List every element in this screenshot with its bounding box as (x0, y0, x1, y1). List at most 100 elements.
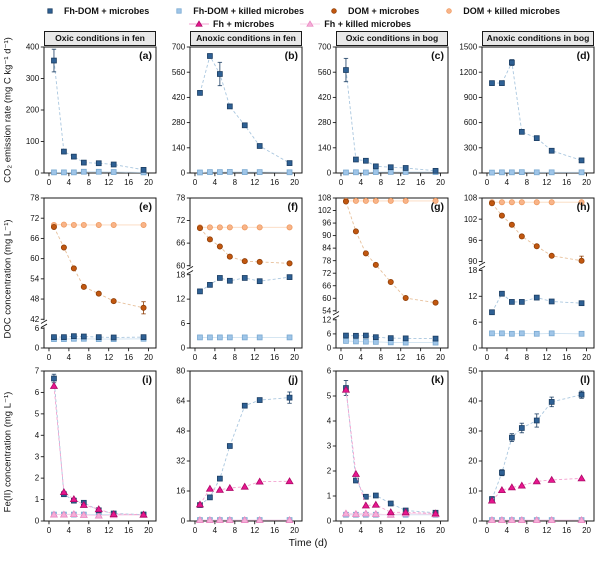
panel-j: 0 16 32 48 64 80 0 4 8 12 16 20 (j) (162, 367, 308, 536)
svg-text:20: 20 (144, 178, 153, 187)
svg-text:16: 16 (562, 526, 571, 535)
svg-text:16: 16 (562, 178, 571, 187)
svg-text:560: 560 (318, 68, 332, 77)
plot-frame (481, 46, 595, 174)
svg-text:0: 0 (193, 526, 198, 535)
svg-text:0: 0 (339, 178, 344, 187)
series-fh_microbes (341, 385, 440, 517)
svg-text:50: 50 (468, 367, 477, 376)
series-fhdom_microbes (197, 274, 293, 295)
x-axis: 0 4 8 12 16 20 (47, 348, 154, 362)
svg-text:1: 1 (35, 495, 40, 504)
panel-letter: (d) (577, 50, 590, 62)
panel-k: 0 1 2 3 4 5 6 0 4 8 12 16 20 (k) (308, 367, 454, 536)
svg-text:16: 16 (416, 526, 425, 535)
y-axis-title-co2: CO₂ emission rate (mg C kg⁻¹ d⁻¹) (2, 36, 14, 183)
x-axis: 0 4 8 12 16 20 (339, 348, 446, 362)
svg-text:200: 200 (26, 106, 40, 115)
svg-text:0: 0 (47, 353, 52, 362)
panel-h-chart: 0 6 12 18 90 96 102 108 0 4 8 12 16 20 (h) (454, 194, 600, 363)
plot-frame (335, 46, 449, 174)
x-axis: 0 4 8 12 16 20 (485, 348, 592, 362)
panel-letter: (j) (288, 374, 298, 386)
axis-break (480, 262, 484, 270)
svg-text:48: 48 (176, 427, 185, 436)
svg-text:6: 6 (327, 330, 332, 339)
svg-text:60: 60 (322, 294, 331, 303)
svg-text:66: 66 (322, 281, 331, 290)
svg-text:60: 60 (30, 254, 39, 263)
svg-text:20: 20 (290, 353, 299, 362)
svg-text:2: 2 (327, 467, 332, 476)
axis-break (42, 320, 46, 328)
svg-text:0: 0 (327, 344, 332, 353)
legend-label: DOM + microbes (347, 5, 420, 16)
series-dom_microbes (50, 223, 147, 315)
light-orange-circle-icon (439, 6, 459, 16)
svg-text:60: 60 (176, 261, 185, 270)
y-axis: 0 10 20 30 40 50 (468, 367, 482, 526)
panel-h: 0 6 12 18 90 96 102 108 0 4 8 12 16 20 (h) (454, 194, 600, 363)
legend-item-dom-killed-microbes: DOM + killed microbes (439, 6, 560, 16)
panel-f: 0 6 12 18 60 66 72 78 0 4 8 12 16 20 (f) (162, 194, 308, 363)
svg-text:4: 4 (67, 526, 72, 535)
svg-text:78: 78 (30, 194, 39, 203)
panel-a: Oxic conditions in fen 0 100 200 300 400 0 4 8 1… (16, 31, 162, 188)
panel-row-1: Oxic conditions in fen 0 100 200 300 400 0 4 8 1… (16, 31, 600, 188)
svg-text:0: 0 (485, 353, 490, 362)
svg-text:72: 72 (176, 216, 185, 225)
svg-text:16: 16 (124, 526, 133, 535)
svg-text:280: 280 (318, 118, 332, 127)
pink-triangle-icon (300, 19, 321, 29)
y-axis: 0 1 2 3 4 5 6 7 (35, 367, 44, 526)
svg-text:0: 0 (327, 169, 332, 178)
svg-text:0: 0 (485, 526, 490, 535)
svg-text:8: 8 (87, 178, 92, 187)
svg-text:8: 8 (525, 353, 530, 362)
y-axis: 0 140 280 420 560 700 (318, 43, 336, 178)
svg-text:5: 5 (35, 409, 40, 418)
svg-text:16: 16 (270, 526, 279, 535)
svg-text:0: 0 (47, 526, 52, 535)
y-axis: 0 1 2 3 4 5 6 (327, 367, 336, 526)
panel-letter: (l) (580, 374, 590, 386)
svg-text:6: 6 (35, 324, 40, 333)
panel-l: 0 10 20 30 40 50 0 4 8 12 16 20 (l) (454, 367, 600, 536)
svg-text:1200: 1200 (459, 68, 477, 77)
svg-text:54: 54 (30, 274, 39, 283)
svg-text:300: 300 (26, 74, 40, 83)
svg-text:48: 48 (30, 295, 39, 304)
svg-text:4: 4 (67, 353, 72, 362)
svg-text:6: 6 (473, 318, 478, 327)
figure-legend: Fh-DOM + microbes Fh-DOM + killed microb… (0, 2, 600, 31)
svg-text:12: 12 (468, 292, 477, 301)
svg-text:8: 8 (525, 178, 530, 187)
y-axis: 0 16 32 48 64 80 (176, 367, 190, 526)
svg-text:20: 20 (290, 526, 299, 535)
series-dom_microbes (196, 225, 293, 267)
svg-text:84: 84 (322, 244, 331, 253)
svg-text:102: 102 (464, 215, 478, 224)
x-axis: 0 4 8 12 16 20 (485, 173, 592, 187)
x-axis: 0 4 8 12 16 20 (47, 521, 154, 535)
svg-text:12: 12 (250, 526, 259, 535)
svg-text:12: 12 (250, 178, 259, 187)
legend-item-fhdom-microbes: Fh-DOM + microbes (40, 6, 149, 16)
axis-break (334, 311, 338, 319)
svg-text:280: 280 (172, 118, 186, 127)
plot-frame (189, 197, 303, 349)
svg-text:12: 12 (322, 315, 331, 324)
plot-frame (189, 46, 303, 174)
svg-text:16: 16 (416, 178, 425, 187)
panel-k-chart: 0 1 2 3 4 5 6 0 4 8 12 16 20 (k) (308, 367, 454, 536)
svg-text:90: 90 (468, 257, 477, 266)
svg-text:300: 300 (464, 143, 478, 152)
axis-break (188, 266, 192, 274)
panel-row-3: 0 1 2 3 4 5 6 7 0 4 8 12 16 20 (i) 0 16 32 48 64 80 0 4 8 12 16 2… (16, 367, 600, 536)
dark-orange-circle-icon (324, 6, 344, 16)
